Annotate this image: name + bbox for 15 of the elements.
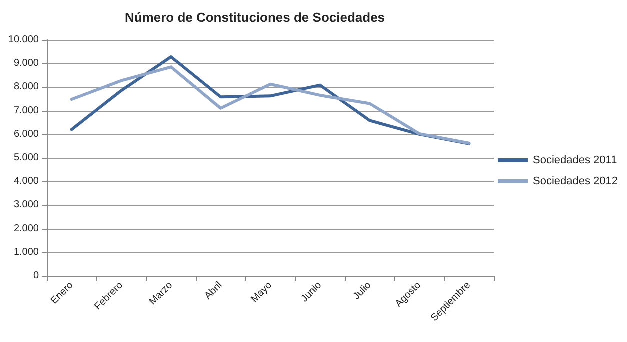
- chart-title: Número de Constituciones de Sociedades: [124, 10, 386, 25]
- legend-label: Sociedades 2011: [532, 154, 618, 166]
- y-tick-label: 0: [33, 270, 40, 282]
- y-tick-label: 1.000: [14, 246, 40, 258]
- y-tick-label: 9.000: [14, 58, 40, 70]
- y-tick-label: 6.000: [14, 128, 40, 140]
- legend-label: Sociedades 2012: [532, 176, 618, 188]
- y-tick-label: 5.000: [14, 152, 40, 164]
- y-tick-label: 10.000: [8, 34, 40, 46]
- x-tick-label: Julio: [351, 280, 374, 302]
- y-tick-label: 7.000: [14, 105, 40, 116]
- y-tick-label: 4.000: [14, 176, 40, 188]
- y-tick-label: 3.000: [14, 200, 40, 211]
- y-tick-label: 8.000: [14, 82, 40, 93]
- y-tick-label: 2.000: [14, 223, 40, 234]
